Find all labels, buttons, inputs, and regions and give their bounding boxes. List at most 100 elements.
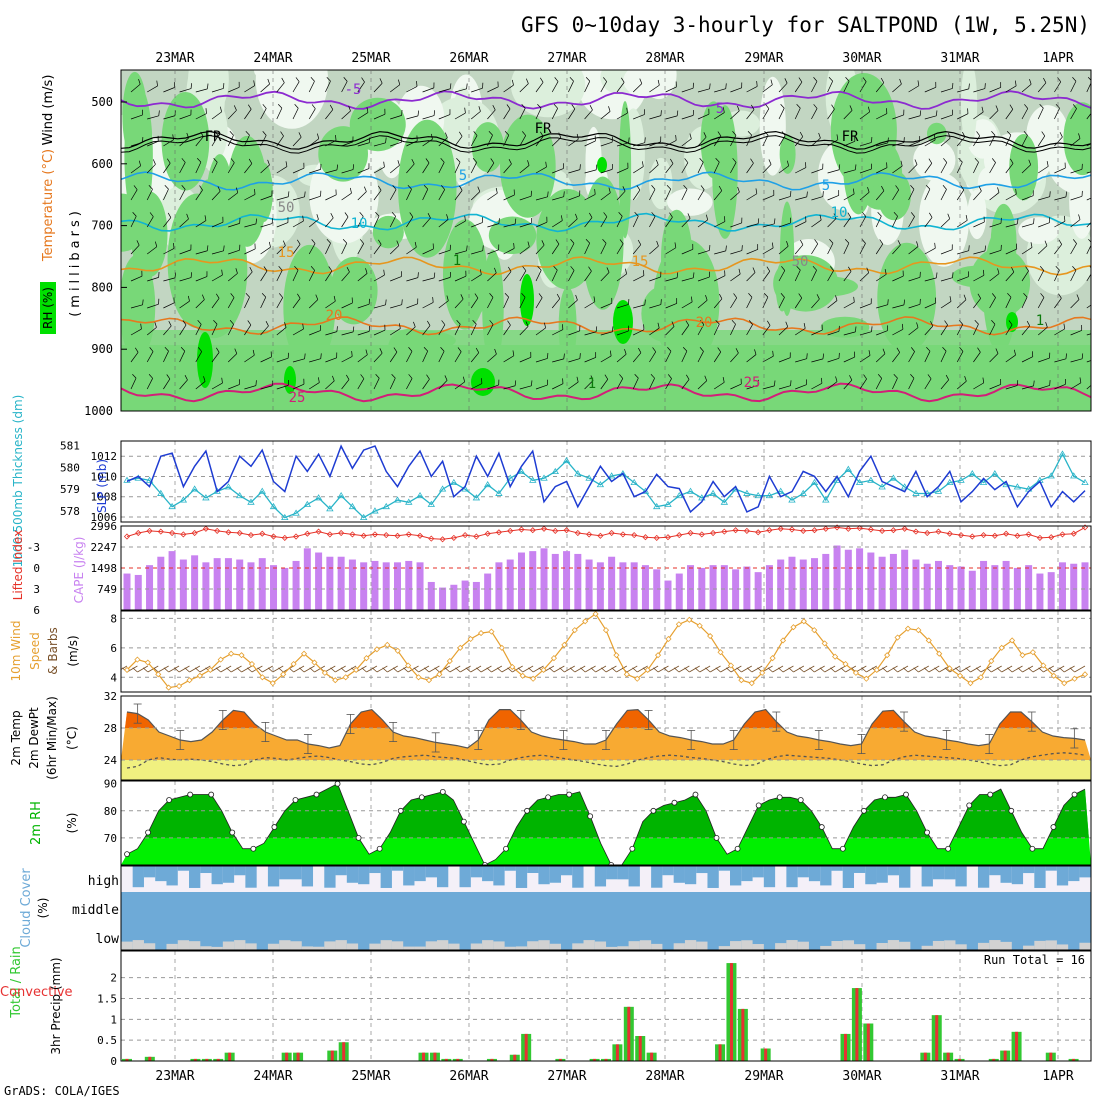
li-tick-label: 6 xyxy=(33,604,40,617)
wind-barb xyxy=(794,239,804,255)
wind-barb xyxy=(989,320,996,336)
li-point xyxy=(901,525,908,532)
cape-bar xyxy=(732,569,740,610)
wind-barb xyxy=(584,189,596,201)
wind-barb xyxy=(309,325,321,336)
wind-barb xyxy=(422,133,433,147)
wind-barb xyxy=(584,375,594,390)
surface-wind-barb xyxy=(507,665,523,673)
wind-barb xyxy=(373,137,387,147)
cape-bar xyxy=(957,566,965,610)
cape-tick-label: 2996 xyxy=(91,520,118,533)
wind-barb xyxy=(827,190,840,201)
surface-wind-barb xyxy=(944,665,961,673)
wind-barb xyxy=(535,131,544,147)
wind-barb xyxy=(892,78,902,93)
wind-barb xyxy=(908,110,922,120)
surface-wind-barb xyxy=(757,665,773,673)
thickness-point xyxy=(810,478,819,485)
wind-barb xyxy=(390,323,401,336)
cape-bar xyxy=(934,560,942,610)
wind-barb xyxy=(633,137,646,147)
wind-barb xyxy=(260,241,271,255)
bottom-date-labels: 23MAR 24MAR 25MAR 26MAR 27MAR 28MAR 29MAR 30MAR… xyxy=(155,1069,1073,1084)
wind-barb xyxy=(940,83,954,93)
wind-barb xyxy=(276,352,289,363)
high-cloud-bar xyxy=(155,866,167,882)
rh-dry-region xyxy=(913,139,956,181)
wind-barb xyxy=(665,135,677,147)
wind-barb xyxy=(228,217,241,228)
wind-barb xyxy=(389,79,401,93)
wind-barb xyxy=(568,164,581,174)
wind-barb xyxy=(616,349,627,363)
surface-wind-barb xyxy=(590,665,607,673)
wind-barb xyxy=(924,184,931,201)
ylabel-minmax: (6hr Min/Max) xyxy=(45,696,59,780)
li-point xyxy=(439,536,446,543)
li-point xyxy=(1070,530,1077,537)
surface-wind-barb xyxy=(476,665,492,673)
isotherm-5 xyxy=(121,171,1091,191)
wind-speed-point xyxy=(925,637,932,644)
unit-ms: (m/s) xyxy=(66,635,80,666)
wind-barb xyxy=(859,374,867,390)
rh-point xyxy=(903,791,909,798)
wind-barb xyxy=(746,349,757,363)
rh-dry-region xyxy=(967,189,987,240)
precip-convective-bar xyxy=(148,1056,152,1061)
pressure-tick-label: 1000 xyxy=(84,404,113,418)
thickness-point xyxy=(529,476,537,483)
wind-barb xyxy=(908,136,921,147)
precip-convective-bar xyxy=(296,1052,300,1061)
rh-point xyxy=(966,802,973,809)
cape-bar xyxy=(157,556,165,610)
high-cloud-bar xyxy=(166,866,178,886)
wind-barb xyxy=(341,326,355,336)
wind-speed-point xyxy=(800,618,807,625)
cape-bar xyxy=(224,558,232,610)
wind-barb xyxy=(308,239,316,255)
wind-barb xyxy=(762,242,774,255)
surface-wind-barb xyxy=(903,665,919,673)
wind-barb xyxy=(697,295,708,309)
wind-barb xyxy=(827,76,834,93)
wind-barb xyxy=(147,110,160,120)
surface-wind-barb xyxy=(1059,665,1075,673)
wind-barb xyxy=(892,137,905,147)
wind-barb xyxy=(908,80,920,93)
wind-barb xyxy=(503,189,515,201)
wind-barb xyxy=(827,104,835,120)
wind-barb xyxy=(308,133,320,147)
thickness-point xyxy=(258,487,266,494)
low-cloud-bar xyxy=(222,941,235,950)
wind-speed-point xyxy=(384,641,391,648)
wind-barb xyxy=(940,346,947,363)
surface-wind-barb xyxy=(257,665,273,673)
high-cloud-bar xyxy=(346,866,359,883)
thickness-point xyxy=(991,470,999,477)
li-point xyxy=(856,525,863,532)
wind-barb xyxy=(454,347,462,363)
high-cloud-bar xyxy=(515,866,528,888)
cape-tick-label: 1498 xyxy=(91,562,118,575)
high-cloud-bar xyxy=(504,866,516,871)
wind-barb xyxy=(956,185,965,201)
wind-barb xyxy=(714,83,727,93)
thickness-point xyxy=(247,498,255,505)
wind-barb xyxy=(616,137,630,147)
rh-dry-region xyxy=(1069,164,1091,239)
wind-barb xyxy=(535,379,548,390)
li-point xyxy=(879,527,886,534)
wind-barb xyxy=(1038,217,1050,228)
wind-barb xyxy=(1021,242,1033,255)
ylabel-temperature: Temperature (°C) xyxy=(41,149,56,262)
wind-speed-point xyxy=(498,644,505,651)
thickness-point xyxy=(540,474,548,481)
wind-barb xyxy=(568,266,575,282)
wind-speed-point xyxy=(894,634,901,641)
